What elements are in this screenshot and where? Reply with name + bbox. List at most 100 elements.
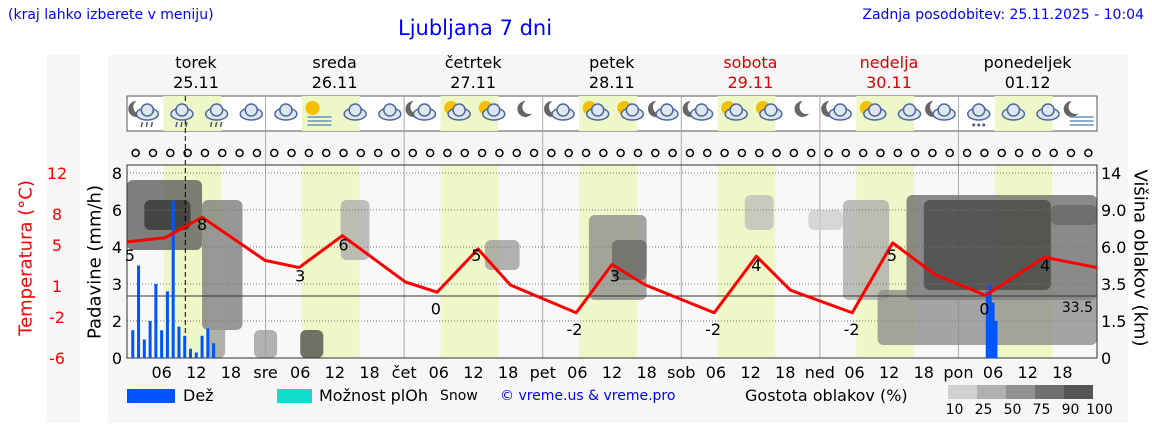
day-header: petek 28.11 <box>543 53 681 93</box>
wind-calm-icon <box>910 148 920 158</box>
cloud-cloud-top <box>902 103 917 117</box>
x-tick: 06 <box>429 363 449 382</box>
rain-bar <box>177 326 181 358</box>
wind-calm-icon <box>529 148 539 158</box>
wind-calm-icon <box>131 148 140 158</box>
temp-label: 0 <box>979 299 989 318</box>
wind-calm-icon <box>495 148 504 158</box>
wind-calm-icon <box>581 148 591 158</box>
day-header: sobota 29.11 <box>681 53 819 93</box>
density-tick: 10 <box>945 402 964 418</box>
cloud-rain-rain-icon <box>219 121 223 128</box>
wind-calm-icon <box>720 148 729 158</box>
day-name: četrtek <box>444 53 502 72</box>
wind-calm-icon <box>200 148 210 158</box>
copyright-link[interactable]: © vreme.us & vreme.pro <box>500 388 676 404</box>
wind-calm-icon <box>754 148 764 158</box>
rain-bar <box>131 330 135 358</box>
cloud-density-patch <box>484 240 520 270</box>
wind-calm-icon <box>599 148 608 158</box>
wind-calm-icon <box>1049 148 1058 158</box>
sun-cloud-cloud-top <box>764 103 778 117</box>
temp-label: -2 <box>566 320 582 339</box>
temp-label: 4 <box>1040 256 1050 275</box>
moon-cloud-cloud-top <box>937 103 951 117</box>
rain-bar <box>171 200 175 358</box>
density-tick: 90 <box>1061 402 1080 418</box>
day-date: 29.11 <box>727 73 774 92</box>
density-scale <box>948 385 1093 399</box>
wind-calm-icon <box>1014 148 1024 158</box>
cloud-density-patch <box>340 200 370 260</box>
x-tick: 18 <box>221 363 241 382</box>
rain-bar <box>148 321 152 358</box>
wind-calm-icon <box>183 148 192 158</box>
wind-calm-icon <box>893 148 903 158</box>
temp-label: -2 <box>844 320 860 339</box>
wind-calm-icon <box>564 148 573 158</box>
wind-calm-icon <box>477 148 487 158</box>
x-tick: sob <box>667 363 695 382</box>
cloud-rain-rain-icon <box>175 121 178 128</box>
temp-tick: 8 <box>52 205 62 224</box>
wind-calm-icon <box>408 148 418 158</box>
wind-calm-icon <box>269 148 279 158</box>
x-tick: čet <box>392 363 417 382</box>
wind-calm-icon <box>287 148 296 158</box>
density-swatch <box>1006 385 1035 399</box>
day-date: 28.11 <box>588 73 635 92</box>
temp-label: 0 <box>431 299 441 318</box>
density-tick: 75 <box>1032 402 1051 418</box>
temperature-line <box>126 215 1098 315</box>
rain-bar <box>985 291 989 358</box>
day-name: ponedeljek <box>983 53 1072 72</box>
moon-cloud-cloud-top <box>660 103 674 117</box>
legend-maybe-label: Možnost plOh <box>319 386 428 405</box>
wind-calm-icon <box>651 148 660 158</box>
x-tick: 06 <box>844 363 864 382</box>
wind-calm-icon <box>789 148 799 158</box>
cloud-density-patch <box>1050 205 1097 225</box>
last-updated: Zadnja posodobitev: 25.11.2025 - 10:04 <box>862 7 1144 23</box>
cloud-snow-snow-icon <box>972 123 976 127</box>
cloud-rain-rain-icon <box>209 121 213 128</box>
rain-bar <box>988 284 992 358</box>
x-tick: 12 <box>325 363 345 382</box>
temp-label: 5 <box>887 246 897 265</box>
wind-calm-icon <box>737 148 747 158</box>
moon-moon-cutout <box>799 100 814 114</box>
cloud-height-axis-label: Višina oblakov (km) <box>1129 169 1151 347</box>
wind-calm-icon <box>1066 148 1076 158</box>
rain-bar <box>206 328 210 358</box>
moon-cloud-cloud-top <box>417 103 432 117</box>
sun-cloud-cloud-top <box>452 103 466 117</box>
cloud-density-patch <box>144 200 191 230</box>
wind-calm-icon <box>997 148 1006 158</box>
cloud-density-patch <box>254 330 278 358</box>
legend-rain-swatch <box>127 389 175 403</box>
wind-calm-icon <box>806 148 816 158</box>
density-swatch <box>1035 385 1064 399</box>
rain-bar <box>212 343 216 358</box>
day-header: nedelja 30.11 <box>820 53 958 93</box>
moon-fog-moon-cutout <box>1068 100 1083 114</box>
wind-calm-icon <box>703 148 712 158</box>
x-tick: 12 <box>463 363 483 382</box>
density-ticks: 10 25 50 75 90 100 <box>940 402 1114 418</box>
x-tick: 18 <box>359 363 379 382</box>
precip-tick: 4 <box>112 238 122 257</box>
sun-cloud-cloud-top <box>625 103 640 117</box>
cloud-height-tick: 3.5 <box>1101 275 1126 294</box>
rain-bar <box>189 348 193 358</box>
menu-hint[interactable]: (kraj lahko izberete v meniju) <box>8 7 214 23</box>
temp-label: 5 <box>125 246 135 265</box>
legend-density-label: Gostota oblakov (%) <box>745 386 908 405</box>
wind-calm-icon <box>321 148 331 158</box>
wind-calm-icon <box>824 148 833 158</box>
wind-calm-icon <box>1084 148 1093 158</box>
temp-label: 3 <box>295 267 305 286</box>
day-header: četrtek 27.11 <box>404 53 542 93</box>
x-tick: pet <box>530 363 556 382</box>
wind-calm-icon <box>148 148 158 158</box>
moon-cloud-rain-cloud-top <box>140 103 155 117</box>
